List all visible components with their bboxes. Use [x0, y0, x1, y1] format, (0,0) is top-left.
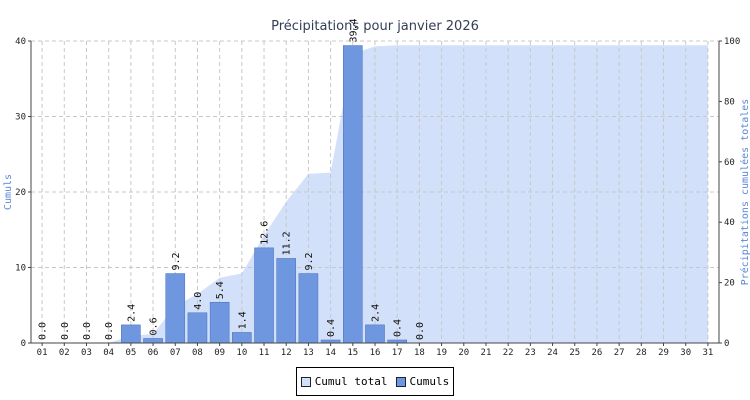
x-tick-label-17: 17 [392, 348, 403, 358]
y-tick-label: 40 [15, 37, 26, 47]
y-axis-title: Cumuls [3, 174, 14, 210]
bar-15 [343, 45, 363, 344]
value-label-07: 9.2 [171, 252, 182, 270]
bar-08 [187, 312, 208, 344]
value-label-01: 0.0 [38, 322, 49, 340]
bar-13 [298, 273, 319, 344]
y2-axis-title: Précipitations cumulées totales [739, 99, 750, 286]
bar-10 [232, 332, 252, 344]
legend-swatch-cumuls [395, 376, 406, 387]
x-tick-label-14: 14 [325, 348, 336, 358]
value-label-17: 0.4 [393, 319, 404, 337]
value-label-14: 0.4 [326, 319, 337, 337]
value-label-06: 0.6 [149, 317, 160, 335]
x-tick-label-16: 16 [370, 348, 381, 358]
plot-area: 0.0 0.0 0.0 0.0 2.4 0.6 9.2 4.0 5.4 1.4 12.6 11.2 9.… [15, 18, 740, 358]
y-tick-label: 10 [15, 264, 26, 274]
x-tick-label-25: 25 [569, 348, 580, 358]
legend: Cumul total Cumuls [296, 367, 454, 396]
x-tick-label-30: 30 [680, 348, 691, 358]
y2-tick-label: 80 [724, 97, 735, 107]
value-label-13: 9.2 [304, 252, 315, 270]
x-tick-label-07: 07 [170, 348, 181, 358]
x-tick-label-20: 20 [458, 348, 469, 358]
y-tick-label: 0 [21, 339, 26, 349]
x-tick-label-13: 13 [303, 348, 314, 358]
legend-swatch-cumul-total [300, 376, 311, 387]
legend-label-cumul-total: Cumul total [314, 375, 388, 388]
value-label-05: 2.4 [126, 304, 137, 322]
x-tick-label-24: 24 [547, 348, 558, 358]
value-label-15: 39.4 [348, 18, 359, 42]
x-tick-label-21: 21 [481, 348, 492, 358]
value-label-03: 0.0 [82, 322, 93, 340]
legend-label-cumuls: Cumuls [409, 375, 450, 388]
x-tick-label-23: 23 [525, 348, 536, 358]
bar-07 [165, 273, 186, 344]
x-tick-label-18: 18 [414, 348, 425, 358]
x-tick-label-22: 22 [503, 348, 514, 358]
value-label-11: 12.6 [260, 221, 271, 245]
y2-tick-label: 40 [724, 218, 735, 228]
bar-11 [254, 247, 274, 344]
x-tick-label-10: 10 [236, 348, 247, 358]
bar-06 [143, 338, 163, 344]
x-tick-label-04: 04 [103, 348, 114, 358]
x-tick-label-01: 01 [37, 348, 48, 358]
x-tick-label-15: 15 [347, 348, 358, 358]
x-tick-label-08: 08 [192, 348, 203, 358]
x-tick-label-11: 11 [259, 348, 270, 358]
x-tick-label-29: 29 [658, 348, 669, 358]
area-cumul-total [42, 45, 708, 344]
bar-05 [121, 324, 141, 344]
x-tick-label-26: 26 [592, 348, 603, 358]
value-label-16: 2.4 [371, 304, 382, 322]
y2-tick-label: 0 [724, 339, 729, 349]
value-label-09: 5.4 [215, 281, 226, 299]
x-tick-label-12: 12 [281, 348, 292, 358]
x-tick-label-09: 09 [214, 348, 225, 358]
y2-tick-label: 100 [724, 37, 740, 47]
x-tick-label-05: 05 [125, 348, 136, 358]
x-tick-label-03: 03 [81, 348, 92, 358]
bar-12 [276, 258, 297, 344]
y-tick-label: 30 [15, 113, 26, 123]
x-tick-label-19: 19 [436, 348, 447, 358]
value-label-10: 1.4 [237, 311, 248, 329]
y-tick-label: 20 [15, 188, 26, 198]
value-label-12: 11.2 [282, 231, 293, 255]
value-label-18: 0.0 [415, 322, 426, 340]
value-label-08: 4.0 [193, 292, 204, 310]
value-label-04: 0.0 [104, 322, 115, 340]
x-tick-label-31: 31 [702, 348, 713, 358]
x-tick-label-28: 28 [636, 348, 647, 358]
x-tick-label-02: 02 [59, 348, 70, 358]
chart-title: Précipitations pour janvier 2026 [271, 19, 479, 34]
x-tick-label-06: 06 [148, 348, 159, 358]
value-label-02: 0.0 [60, 322, 71, 340]
bar-09 [209, 301, 230, 344]
y2-tick-label: 20 [724, 279, 735, 289]
legend-item-cumuls: Cumuls [395, 375, 450, 388]
bar-16 [365, 324, 385, 344]
x-tick-label-27: 27 [614, 348, 625, 358]
y2-tick-label: 60 [724, 158, 735, 168]
legend-item-cumul-total: Cumul total [300, 375, 388, 388]
